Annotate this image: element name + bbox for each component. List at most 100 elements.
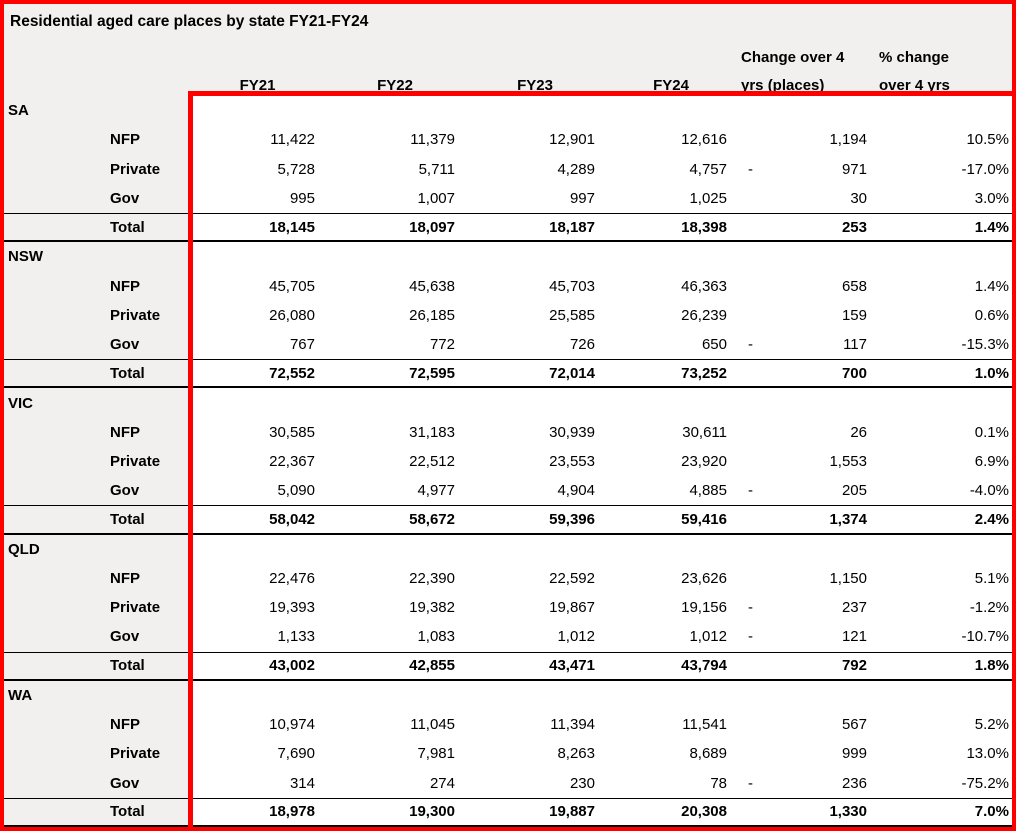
data-row: NFP 10,974 11,045 11,394 11,541 567 5.2% (4, 710, 1012, 740)
cell-state (4, 563, 110, 594)
cell-fy24: 46,363 (681, 277, 727, 295)
header-row-1: Change over 4 % change (4, 40, 1012, 68)
cell-fy23 (465, 242, 605, 271)
cell-fy23: 59,396 (549, 510, 595, 528)
cell-fy24: 4,757 (689, 160, 727, 178)
cell-fy24: 1,012 (689, 628, 727, 646)
cell-fy21: 5,090 (277, 482, 315, 500)
cell-pct-change: 6.9% (974, 452, 1009, 470)
cell-fy23: 72,014 (549, 364, 595, 382)
change-value: 159 (841, 306, 867, 324)
cell-fy22: 22,390 (409, 569, 455, 587)
cell-fy24: 73,252 (681, 364, 727, 382)
cell-fy21: 72,552 (269, 364, 315, 382)
cell-fy24: 1,025 (689, 189, 727, 207)
cell-fy23: 11,394 (550, 716, 595, 734)
cell-category: Private (110, 446, 190, 477)
cell-pct-change (877, 96, 1012, 125)
cell-state (4, 506, 110, 533)
cell-pct-change (877, 242, 1012, 271)
cell-fy22: 31,183 (409, 423, 455, 441)
table-body: SA NFP 11,422 11,379 12,901 12,616 1,194 10.5% P… (4, 96, 1012, 827)
change-value: 792 (841, 657, 867, 675)
cell-fy22: 7,981 (417, 745, 455, 763)
column-header-fy22: FY22 (377, 77, 413, 94)
header-spacer (110, 66, 190, 68)
total-row: Total 18,145 18,097 18,187 18,398 253 1.4% (4, 212, 1012, 243)
cell-fy22: 19,382 (409, 599, 455, 617)
column-header-fy23: FY23 (517, 77, 553, 94)
cell-fy21: 767 (289, 336, 315, 354)
cell-fy22: 18,097 (409, 218, 455, 236)
cell-pct-change: 1.4% (974, 218, 1009, 236)
cell-category: Private (110, 154, 190, 184)
cell-pct-change: 5.2% (974, 716, 1009, 734)
cell-fy24: 23,920 (681, 452, 727, 470)
cell-category (110, 96, 190, 126)
data-row: NFP 30,585 31,183 30,939 30,611 26 0.1% (4, 417, 1012, 447)
cell-state (4, 768, 110, 798)
cell-pct-change: 10.5% (966, 131, 1009, 149)
cell-pct-change (877, 681, 1012, 710)
change-value: 30 (850, 189, 867, 207)
total-row: Total 18,978 19,300 19,887 20,308 1,330 7.0% (4, 797, 1012, 827)
cell-fy22: 26,185 (409, 306, 455, 324)
change-value: 1,194 (829, 131, 867, 149)
cell-pct-change: -1.2% (969, 599, 1009, 617)
cell-fy24 (605, 388, 737, 417)
cell-pct-change: -4.0% (969, 482, 1009, 500)
header-spacer (605, 66, 737, 68)
cell-change: 999 (737, 739, 877, 768)
negative-sign: - (748, 599, 753, 617)
cell-change: - 117 (737, 330, 877, 359)
change-value: 237 (841, 599, 867, 617)
cell-fy21: 1,133 (277, 628, 315, 646)
cell-fy21: 43,002 (269, 657, 315, 675)
cell-pct-change: 3.0% (974, 189, 1009, 207)
cell-fy24 (605, 242, 737, 271)
cell-fy24: 26,239 (681, 306, 727, 324)
column-header-change-line1: Change over 4 (741, 49, 845, 66)
cell-change: 567 (737, 710, 877, 739)
cell-state (4, 652, 110, 679)
cell-fy22: 274 (429, 774, 455, 792)
total-row: Total 43,002 42,855 43,471 43,794 792 1.8% (4, 651, 1012, 681)
cell-fy21: 11,422 (270, 131, 315, 149)
change-value: 567 (841, 716, 867, 734)
cell-category: Gov (110, 768, 190, 798)
cell-change: 1,330 (737, 799, 877, 825)
column-header-pct-line2: over 4 yrs (879, 77, 950, 94)
cell-change: 1,374 (737, 506, 877, 532)
cell-fy24: 30,611 (682, 423, 727, 441)
column-header-pct-line1: % change (879, 49, 950, 66)
cell-state (4, 476, 110, 506)
cell-pct-change (877, 388, 1012, 417)
cell-pct-change: 1.0% (974, 364, 1009, 382)
cell-fy23: 726 (569, 336, 595, 354)
header-band: Residential aged care places by state FY… (4, 4, 1012, 96)
cell-change: 30 (737, 184, 877, 213)
column-header-change-line2: yrs (places) (741, 77, 825, 94)
cell-fy23: 18,187 (549, 218, 595, 236)
cell-fy24: 650 (701, 336, 727, 354)
cell-category: NFP (110, 710, 190, 740)
cell-fy24: 20,308 (681, 803, 727, 821)
cell-category: Total (110, 506, 190, 533)
cell-category: Gov (110, 476, 190, 506)
data-row: Private 19,393 19,382 19,867 19,156 - 237 -1.2% (4, 593, 1012, 623)
cell-change (737, 681, 877, 710)
cell-category (110, 242, 190, 272)
cell-fy22: 72,595 (409, 364, 455, 382)
cell-fy21 (190, 388, 325, 417)
cell-category (110, 388, 190, 418)
negative-sign: - (748, 160, 753, 178)
cell-fy24: 12,616 (681, 131, 727, 149)
cell-fy21: 995 (289, 189, 315, 207)
change-value: 1,330 (829, 803, 867, 821)
cell-category: Total (110, 798, 190, 825)
cell-fy23: 4,904 (557, 482, 595, 500)
cell-pct-change: 0.6% (974, 306, 1009, 324)
cell-fy21: 18,978 (269, 803, 315, 821)
cell-fy22 (325, 96, 465, 125)
